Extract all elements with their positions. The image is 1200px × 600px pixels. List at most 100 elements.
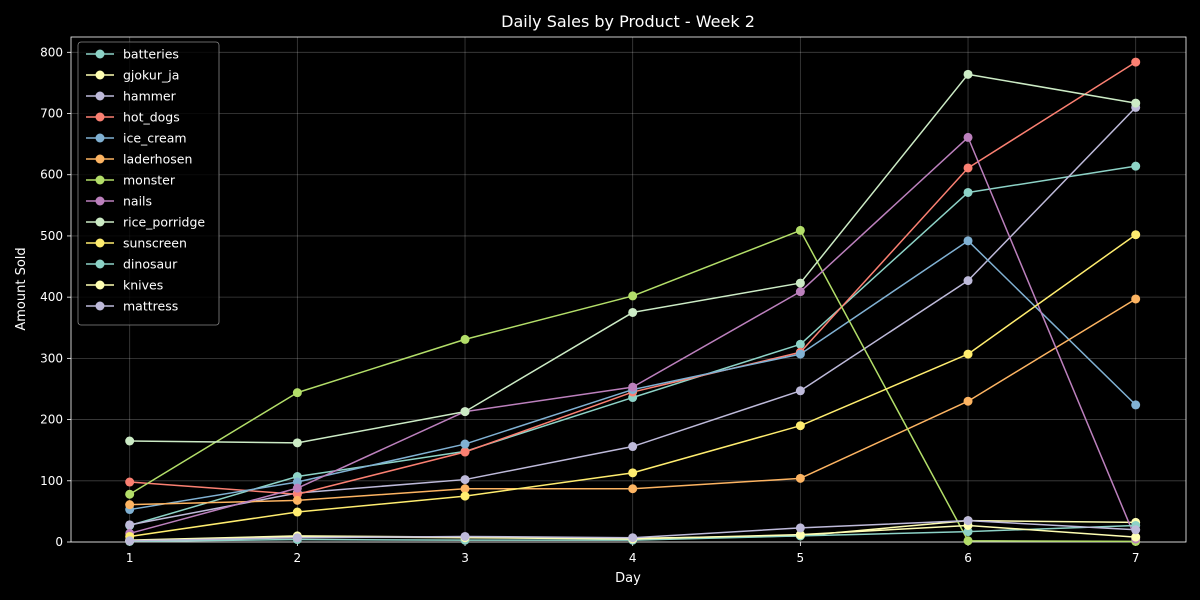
data-point bbox=[963, 69, 973, 79]
x-tick-label: 7 bbox=[1132, 551, 1140, 565]
series-monster bbox=[125, 225, 1141, 546]
data-point bbox=[963, 163, 973, 173]
legend-swatch-marker bbox=[95, 112, 105, 122]
data-point bbox=[795, 530, 805, 540]
data-point bbox=[628, 382, 638, 392]
legend-label: knives bbox=[123, 278, 163, 293]
legend-swatch-marker bbox=[95, 133, 105, 143]
legend-label: hot_dogs bbox=[123, 110, 180, 125]
x-axis: 1 2 3 4 5 6 7 bbox=[126, 542, 1140, 565]
legend-swatch-marker bbox=[95, 280, 105, 290]
y-tick-label: 500 bbox=[40, 229, 63, 243]
legend-label: hammer bbox=[123, 89, 177, 104]
legend-swatch-marker bbox=[95, 175, 105, 185]
data-point bbox=[125, 500, 135, 510]
legend-entry: hammer bbox=[86, 89, 177, 104]
legend-entry: ice_cream bbox=[86, 131, 187, 146]
legend-entry: hot_dogs bbox=[86, 110, 180, 125]
data-point bbox=[460, 531, 470, 541]
data-point bbox=[628, 442, 638, 452]
y-tick-label: 600 bbox=[40, 168, 63, 182]
data-point bbox=[628, 291, 638, 301]
data-point bbox=[125, 520, 135, 530]
legend-entry: knives bbox=[86, 278, 163, 293]
data-point bbox=[963, 516, 973, 526]
legend-entry: laderhosen bbox=[86, 152, 192, 167]
legend-label: gjokur_ja bbox=[123, 68, 179, 83]
data-point bbox=[963, 236, 973, 246]
legend-entry: monster bbox=[86, 173, 176, 188]
data-point bbox=[963, 187, 973, 197]
y-tick-label: 700 bbox=[40, 107, 63, 121]
y-tick-label: 100 bbox=[40, 474, 63, 488]
data-point bbox=[292, 438, 302, 448]
x-tick-label: 2 bbox=[294, 551, 302, 565]
data-point bbox=[460, 334, 470, 344]
data-point bbox=[125, 536, 135, 546]
data-point bbox=[963, 132, 973, 142]
data-point bbox=[460, 491, 470, 501]
data-point bbox=[1131, 98, 1141, 108]
legend-label: monster bbox=[123, 173, 176, 188]
x-tick-label: 3 bbox=[461, 551, 469, 565]
legend-label: batteries bbox=[123, 47, 179, 62]
x-tick-label: 5 bbox=[797, 551, 805, 565]
data-point bbox=[292, 495, 302, 505]
legend-entry: rice_porridge bbox=[86, 215, 205, 230]
data-point bbox=[795, 473, 805, 483]
data-point bbox=[460, 447, 470, 457]
y-tick-label: 0 bbox=[55, 535, 63, 549]
data-point bbox=[628, 533, 638, 543]
x-tick-label: 1 bbox=[126, 551, 134, 565]
legend-label: ice_cream bbox=[123, 131, 187, 146]
data-point bbox=[1131, 161, 1141, 171]
data-point bbox=[795, 421, 805, 431]
data-point bbox=[125, 489, 135, 499]
data-point bbox=[1131, 525, 1141, 535]
y-axis-label: Amount Sold bbox=[14, 247, 29, 330]
data-point bbox=[460, 407, 470, 417]
y-tick-label: 300 bbox=[40, 351, 63, 365]
legend-entry: dinosaur bbox=[86, 257, 178, 272]
grid bbox=[71, 37, 1186, 543]
data-point bbox=[1131, 230, 1141, 240]
chart-title: Daily Sales by Product - Week 2 bbox=[501, 12, 755, 31]
legend-entry: nails bbox=[86, 194, 152, 209]
legend-box bbox=[77, 41, 220, 326]
legend-swatch-marker bbox=[95, 301, 105, 311]
legend-entry: gjokur_ja bbox=[86, 68, 179, 83]
legend-swatch-marker bbox=[95, 70, 105, 80]
data-point bbox=[795, 386, 805, 396]
data-point bbox=[963, 276, 973, 286]
data-point bbox=[292, 533, 302, 543]
data-point bbox=[460, 484, 470, 494]
plot-area bbox=[70, 36, 1187, 543]
legend-label: laderhosen bbox=[123, 152, 192, 167]
data-point bbox=[795, 287, 805, 297]
data-point bbox=[1131, 294, 1141, 304]
legend-swatch-marker bbox=[95, 259, 105, 269]
legend-label: sunscreen bbox=[123, 236, 187, 251]
data-point bbox=[125, 477, 135, 487]
legend-label: rice_porridge bbox=[123, 215, 205, 230]
data-point bbox=[1131, 400, 1141, 410]
data-point bbox=[292, 483, 302, 493]
legend-swatch-marker bbox=[95, 238, 105, 248]
x-axis-label: Day bbox=[615, 571, 641, 586]
legend-label: nails bbox=[123, 194, 152, 209]
data-point bbox=[963, 536, 973, 546]
legend-entry: batteries bbox=[86, 47, 179, 62]
data-point bbox=[460, 439, 470, 449]
series-mattress bbox=[125, 516, 1141, 546]
y-tick-label: 800 bbox=[40, 45, 63, 59]
data-point bbox=[628, 307, 638, 317]
legend-swatch-marker bbox=[95, 91, 105, 101]
data-point bbox=[292, 388, 302, 398]
data-point bbox=[963, 349, 973, 359]
x-tick-label: 6 bbox=[964, 551, 972, 565]
data-point bbox=[963, 396, 973, 406]
data-point bbox=[795, 349, 805, 359]
data-point bbox=[795, 339, 805, 349]
data-point bbox=[292, 507, 302, 517]
